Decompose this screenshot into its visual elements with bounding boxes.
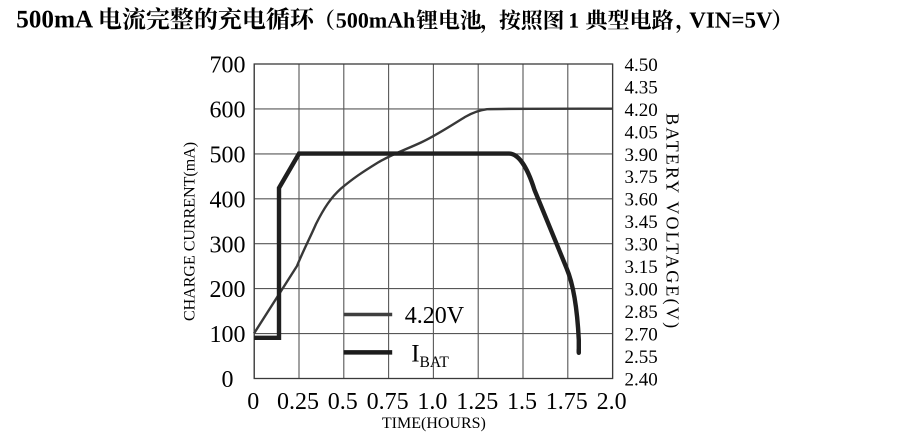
svg-text:CHARGE CURRENT(mA): CHARGE CURRENT(mA) [182,142,199,321]
svg-text:4.50: 4.50 [625,55,658,76]
svg-text:3.75: 3.75 [625,167,658,188]
svg-text:3.90: 3.90 [625,145,658,166]
svg-text:4.20: 4.20 [625,100,658,121]
svg-text:2.40: 2.40 [625,369,658,390]
svg-text:0: 0 [247,389,259,415]
svg-text:2.0: 2.0 [597,389,627,415]
svg-text:600: 600 [210,98,246,124]
svg-text:0: 0 [222,367,234,393]
svg-text:3.60: 3.60 [625,190,658,211]
svg-text:TIME(HOURS): TIME(HOURS) [382,415,486,432]
svg-text:4.20V: 4.20V [405,303,465,329]
svg-text:2.55: 2.55 [625,347,658,368]
svg-text:3.15: 3.15 [625,257,658,278]
svg-text:0.5: 0.5 [328,389,358,415]
svg-text:4.35: 4.35 [625,77,658,98]
svg-text:1.0: 1.0 [417,389,447,415]
svg-text:2.70: 2.70 [625,325,658,346]
svg-text:500: 500 [210,143,246,169]
svg-text:1.25: 1.25 [456,389,498,415]
svg-text:3.30: 3.30 [625,235,658,256]
svg-text:3.45: 3.45 [625,212,658,233]
svg-text:BATERY VOLTAGE(V): BATERY VOLTAGE(V) [662,113,683,328]
svg-text:400: 400 [210,187,246,213]
svg-text:3.00: 3.00 [625,280,658,301]
svg-text:0.25: 0.25 [277,389,319,415]
svg-text:2.85: 2.85 [625,302,658,323]
svg-text:700: 700 [210,53,246,79]
svg-text:200: 200 [210,277,246,303]
svg-text:1.5: 1.5 [507,389,537,415]
svg-text:300: 300 [210,232,246,258]
svg-text:0.75: 0.75 [367,389,409,415]
svg-text:100: 100 [210,322,246,348]
svg-text:4.05: 4.05 [625,122,658,143]
svg-text:1.75: 1.75 [546,389,588,415]
